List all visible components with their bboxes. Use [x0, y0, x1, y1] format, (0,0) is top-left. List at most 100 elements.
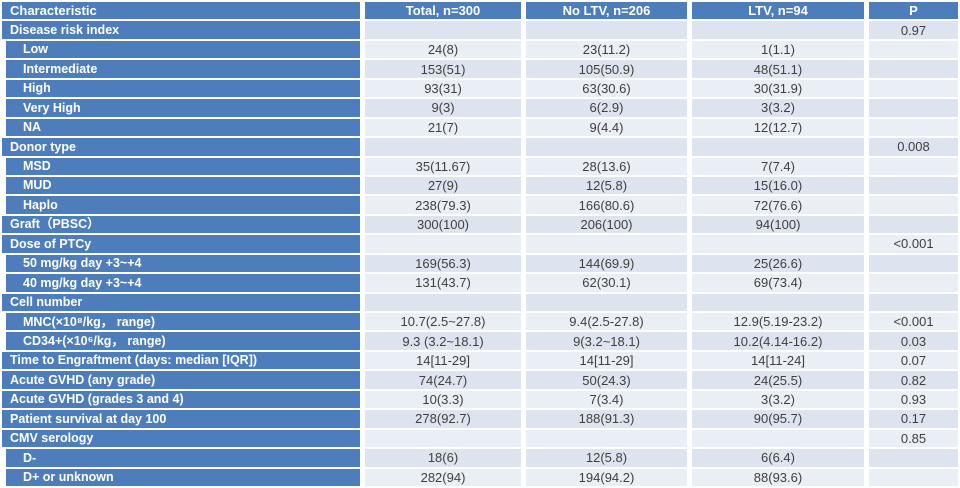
p-value-cell: [869, 449, 958, 467]
row-label: D+ or unknown: [6, 468, 360, 486]
ltv-cell: 30(31.9): [692, 79, 864, 98]
row-label: Acute GVHD (grades 3 and 4): [2, 390, 360, 409]
ltv-cell: 94(100): [692, 215, 864, 234]
p-value-cell: [869, 468, 958, 486]
ltv-cell: 69(73.4): [692, 274, 864, 292]
column-header-no-ltv: No LTV, n=206: [526, 2, 687, 20]
no-ltv-cell: 144(69.9): [526, 254, 687, 273]
no-ltv-cell: 105(50.9): [526, 60, 687, 78]
column-header-p-value: P: [869, 2, 958, 20]
ltv-cell: 15(16.0): [692, 176, 864, 195]
row-label: MNC(×10⁸/kg， range): [6, 313, 360, 331]
no-ltv-cell: 9(4.4): [526, 118, 687, 137]
ltv-cell: 3(3.2): [692, 99, 864, 117]
row-label: MSD: [6, 157, 360, 175]
ltv-cell: [692, 138, 864, 156]
row-label: MUD: [6, 176, 360, 195]
row-label: Time to Engraftment (days: median [IQR]): [2, 351, 360, 370]
total-cell: 10(3.3): [365, 390, 521, 409]
p-value-cell: [869, 157, 958, 175]
total-cell: 74(24.7): [365, 371, 521, 389]
total-cell: 10.7(2.5~27.8): [365, 313, 521, 331]
total-cell: 18(6): [365, 449, 521, 467]
no-ltv-cell: 9.4(2.5-27.8): [526, 313, 687, 331]
p-value-cell: [869, 274, 958, 292]
no-ltv-cell: 62(30.1): [526, 274, 687, 292]
p-value-cell: [869, 254, 958, 273]
row-label: CD34+(×10⁶/kg， range): [6, 332, 360, 350]
p-value-cell: [869, 293, 958, 312]
total-cell: 238(79.3): [365, 196, 521, 214]
ltv-cell: 48(51.1): [692, 60, 864, 78]
total-cell: 24(8): [365, 40, 521, 59]
ltv-cell: 6(6.4): [692, 449, 864, 467]
ltv-cell: 12.9(5.19-23.2): [692, 313, 864, 331]
p-value-cell: [869, 40, 958, 59]
row-label: Dose of PTCy: [2, 235, 360, 253]
no-ltv-cell: 206(100): [526, 215, 687, 234]
no-ltv-cell: 188(91.3): [526, 410, 687, 428]
total-cell: 21(7): [365, 118, 521, 137]
row-label: Cell number: [2, 293, 360, 312]
no-ltv-cell: [526, 21, 687, 39]
ltv-cell: 72(76.6): [692, 196, 864, 214]
ltv-cell: 25(26.6): [692, 254, 864, 273]
column-header-total: Total, n=300: [365, 2, 521, 20]
no-ltv-cell: 194(94.2): [526, 468, 687, 486]
ltv-cell: 14[11-24]: [692, 351, 864, 370]
ltv-cell: [692, 293, 864, 312]
ltv-cell: 1(1.1): [692, 40, 864, 59]
total-cell: 300(100): [365, 215, 521, 234]
p-value-cell: [869, 79, 958, 98]
ltv-cell: 12(12.7): [692, 118, 864, 137]
total-cell: 35(11.67): [365, 157, 521, 175]
p-value-cell: [869, 215, 958, 234]
total-cell: 153(51): [365, 60, 521, 78]
row-label: Patient survival at day 100: [2, 410, 360, 428]
p-value-cell: 0.93: [869, 390, 958, 409]
p-value-cell: [869, 60, 958, 78]
row-label: Very High: [6, 99, 360, 117]
no-ltv-cell: 12(5.8): [526, 176, 687, 195]
total-cell: 278(92.7): [365, 410, 521, 428]
total-cell: [365, 138, 521, 156]
no-ltv-cell: 50(24.3): [526, 371, 687, 389]
p-value-cell: [869, 196, 958, 214]
row-label: 40 mg/kg day +3~+4: [6, 274, 360, 292]
ltv-cell: 7(7.4): [692, 157, 864, 175]
p-value-cell: <0.001: [869, 235, 958, 253]
total-cell: 169(56.3): [365, 254, 521, 273]
row-label: D-: [6, 449, 360, 467]
total-cell: [365, 235, 521, 253]
no-ltv-cell: [526, 235, 687, 253]
no-ltv-cell: 7(3.4): [526, 390, 687, 409]
ltv-cell: 90(95.7): [692, 410, 864, 428]
no-ltv-cell: 14[11-29]: [526, 351, 687, 370]
total-cell: 9.3 (3.2~18.1): [365, 332, 521, 350]
no-ltv-cell: 166(80.6): [526, 196, 687, 214]
row-label: 50 mg/kg day +3~+4: [6, 254, 360, 273]
ltv-cell: [692, 429, 864, 448]
no-ltv-cell: 63(30.6): [526, 79, 687, 98]
total-cell: 131(43.7): [365, 274, 521, 292]
total-cell: 282(94): [365, 468, 521, 486]
p-value-cell: 0.008: [869, 138, 958, 156]
ltv-cell: 10.2(4.14-16.2): [692, 332, 864, 350]
total-cell: 27(9): [365, 176, 521, 195]
p-value-cell: [869, 99, 958, 117]
row-label: CMV serology: [2, 429, 360, 448]
ltv-cell: 3(3.2): [692, 390, 864, 409]
no-ltv-cell: 6(2.9): [526, 99, 687, 117]
row-label: NA: [6, 118, 360, 137]
total-cell: [365, 429, 521, 448]
p-value-cell: 0.17: [869, 410, 958, 428]
column-header-characteristic: Characteristic: [2, 2, 360, 20]
p-value-cell: [869, 176, 958, 195]
total-cell: 14[11-29]: [365, 351, 521, 370]
total-cell: 93(31): [365, 79, 521, 98]
no-ltv-cell: [526, 293, 687, 312]
total-cell: [365, 21, 521, 39]
no-ltv-cell: 23(11.2): [526, 40, 687, 59]
total-cell: 9(3): [365, 99, 521, 117]
